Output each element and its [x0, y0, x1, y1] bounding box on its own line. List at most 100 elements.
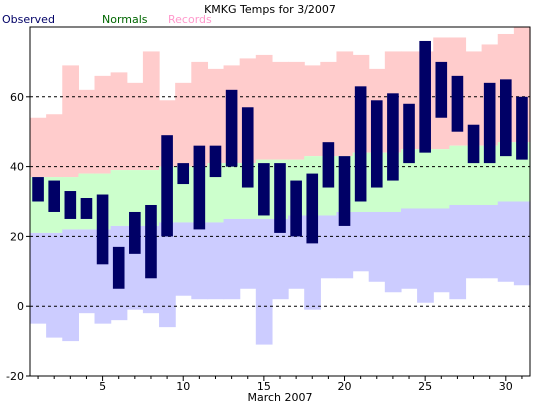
record-high-band-day-2 [46, 114, 63, 178]
record-high-band-day-18 [304, 65, 321, 157]
record-low-band-day-31 [513, 201, 531, 286]
legend-observed: Observed [2, 13, 55, 26]
observed-bar-day-22 [370, 100, 383, 188]
record-high-band-day-28 [465, 51, 483, 146]
y-tick-label-40: 40 [10, 161, 24, 174]
normal-band-day-27 [449, 145, 467, 205]
record-low-band-day-24 [400, 208, 418, 289]
x-axis-label: March 2007 [247, 391, 312, 404]
record-low-band-day-22 [368, 211, 386, 282]
observed-bar-day-11 [193, 145, 206, 230]
record-low-band-day-11 [191, 222, 209, 300]
record-high-band-day-10 [175, 82, 192, 167]
normal-band-day-25 [417, 149, 434, 209]
x-tick-label-5: 5 [99, 380, 106, 393]
observed-bar-day-13 [225, 89, 238, 167]
x-tick-label-20: 20 [338, 380, 352, 393]
record-high-band-day-12 [207, 68, 225, 164]
record-low-band-day-26 [433, 208, 450, 293]
x-tick-label-30: 30 [499, 380, 513, 393]
observed-bar-day-5 [96, 194, 109, 265]
record-low-band-day-3 [62, 229, 79, 342]
record-high-band-day-19 [320, 61, 338, 157]
x-tick-label-25: 25 [418, 380, 432, 393]
record-low-band-day-12 [207, 222, 225, 300]
record-low-band-day-14 [239, 218, 257, 289]
observed-bar-day-3 [64, 191, 77, 219]
observed-bar-day-27 [451, 75, 464, 132]
record-high-band-day-8 [142, 51, 160, 171]
legend-normals: Normals [102, 13, 148, 26]
observed-bar-day-7 [129, 211, 141, 254]
record-high-band-day-1 [30, 117, 47, 178]
observed-bar-day-14 [241, 107, 254, 188]
record-low-band-day-10 [175, 222, 192, 296]
record-low-band-day-27 [449, 204, 467, 300]
legend-records: Records [168, 13, 212, 26]
normal-band-day-26 [433, 149, 450, 209]
normal-band-day-24 [400, 149, 418, 209]
record-low-band-day-19 [320, 215, 338, 279]
observed-bar-day-24 [403, 103, 415, 164]
observed-bar-day-18 [306, 173, 319, 244]
record-high-band-day-6 [110, 72, 128, 171]
y-tick-label-20: 20 [10, 230, 24, 243]
chart-title: KMKG Temps for 3/2007 [204, 3, 336, 16]
x-tick-label-15: 15 [257, 380, 271, 393]
record-high-band-day-7 [126, 82, 144, 171]
normal-band-day-30 [497, 142, 515, 202]
normal-band-day-12 [207, 163, 225, 223]
observed-bar-day-10 [177, 163, 190, 185]
observed-bar-day-28 [467, 124, 480, 164]
observed-bar-day-16 [274, 163, 286, 233]
plot-area: -20 0 20 40 60 5 10 15 20 25 30 [6, 26, 531, 393]
observed-bar-day-29 [483, 82, 496, 164]
observed-bar-day-23 [387, 93, 399, 181]
normal-band-day-13 [223, 163, 241, 219]
record-low-band-day-30 [497, 201, 515, 282]
record-low-band-day-16 [271, 218, 289, 300]
record-low-band-day-25 [417, 208, 434, 303]
record-high-band-day-20 [336, 51, 354, 157]
record-high-band-day-16 [271, 61, 289, 160]
record-low-band-day-29 [481, 204, 499, 279]
observed-bar-day-31 [516, 96, 528, 160]
y-tick-label-0: 0 [17, 300, 24, 313]
record-high-band-day-4 [78, 89, 96, 174]
observed-bar-day-21 [354, 86, 367, 202]
record-high-band-day-5 [94, 75, 112, 174]
record-low-band-day-23 [384, 211, 402, 293]
record-low-band-day-21 [352, 211, 370, 272]
y-tick-label--20: -20 [6, 370, 24, 383]
observed-bar-day-30 [500, 79, 512, 157]
observed-bar-day-12 [209, 145, 222, 178]
record-low-band-day-15 [255, 218, 273, 345]
observed-bar-day-1 [32, 177, 44, 202]
observed-bar-day-9 [161, 135, 173, 237]
observed-bar-day-17 [290, 180, 302, 237]
record-low-band-day-20 [336, 211, 354, 279]
observed-bar-day-2 [48, 180, 60, 212]
record-low-band-day-2 [46, 232, 63, 338]
observed-bar-day-25 [419, 40, 431, 153]
observed-bar-day-20 [338, 156, 351, 226]
record-low-band-day-9 [159, 222, 176, 328]
record-high-band-day-11 [191, 61, 209, 167]
record-high-band-day-3 [62, 65, 79, 178]
observed-bar-day-15 [258, 163, 270, 216]
observed-bar-day-6 [112, 246, 125, 289]
record-high-band-day-15 [255, 54, 273, 160]
y-tick-label-60: 60 [10, 91, 24, 104]
observed-bar-day-26 [435, 61, 448, 118]
record-low-band-day-4 [78, 229, 96, 314]
x-tick-label-10: 10 [176, 380, 190, 393]
record-low-band-day-13 [223, 218, 241, 300]
observed-bar-day-8 [145, 204, 157, 279]
record-high-band-day-17 [288, 61, 305, 160]
record-low-band-day-28 [465, 204, 483, 279]
record-low-band-day-1 [30, 232, 47, 324]
observed-bar-day-19 [322, 142, 335, 188]
observed-bar-day-4 [80, 198, 93, 219]
normal-band-day-6 [110, 170, 128, 226]
